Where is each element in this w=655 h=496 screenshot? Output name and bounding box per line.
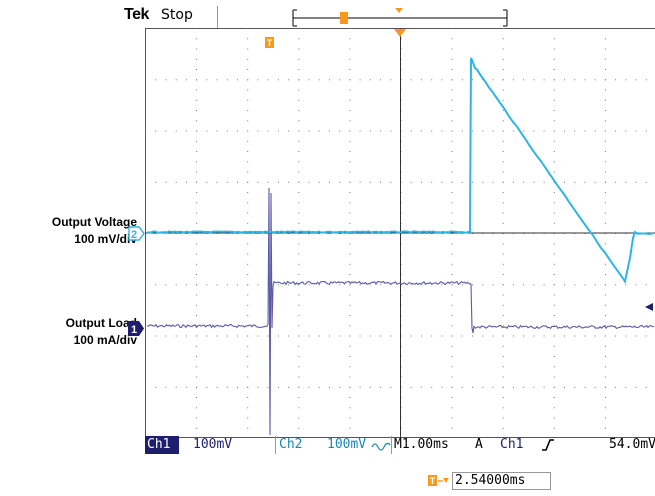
- ch2-waveform-output-voltage: [146, 57, 654, 285]
- output-load-label: Output Load: [65, 316, 137, 330]
- trigger-mode[interactable]: A: [475, 437, 483, 452]
- output-load-scale: 100 mA/div: [73, 333, 137, 347]
- ch1-scale[interactable]: 100mV: [193, 437, 233, 452]
- ch2-scale[interactable]: 100mV: [327, 437, 367, 452]
- header-divider: [217, 6, 218, 28]
- svg-text:T: T: [267, 38, 273, 48]
- acquisition-status: Stop: [161, 7, 193, 23]
- output-voltage-label: Output Voltage: [51, 215, 137, 229]
- svg-text:1: 1: [131, 324, 137, 336]
- bandwidth-limit-icon: [371, 442, 391, 451]
- status-bar: Ch1 100mV Ch2 100mV M1.00ms A Ch1 54.0mV: [145, 436, 655, 454]
- trigger-position-icon: T: [265, 37, 274, 48]
- ch2-ground-marker[interactable]: 2: [128, 226, 145, 241]
- rising-edge-icon: [542, 439, 554, 451]
- output-voltage-scale: 100 mV/div: [74, 232, 137, 246]
- delay-arrow-icon: T: [428, 475, 449, 486]
- horizontal-position-marker: [394, 29, 406, 37]
- record-position-bar: [292, 8, 508, 27]
- trigger-level[interactable]: 54.0mV: [609, 437, 655, 452]
- horizontal-delay-readout[interactable]: 2.54000ms: [452, 472, 551, 490]
- ch1-waveform-output-load: [146, 187, 655, 436]
- ch1-label[interactable]: Ch1: [145, 436, 179, 454]
- ch1-ground-marker[interactable]: 1: [128, 321, 145, 336]
- svg-text:T: T: [430, 476, 436, 486]
- oscilloscope-graticule: T: [145, 28, 655, 438]
- ch2-label[interactable]: Ch2: [275, 436, 315, 454]
- tek-logo: Tek: [124, 6, 149, 23]
- svg-text:2: 2: [131, 229, 137, 241]
- trigger-source[interactable]: Ch1: [500, 437, 524, 452]
- timebase-setting[interactable]: M1.00ms: [391, 436, 464, 454]
- trigger-level-marker: [645, 303, 653, 311]
